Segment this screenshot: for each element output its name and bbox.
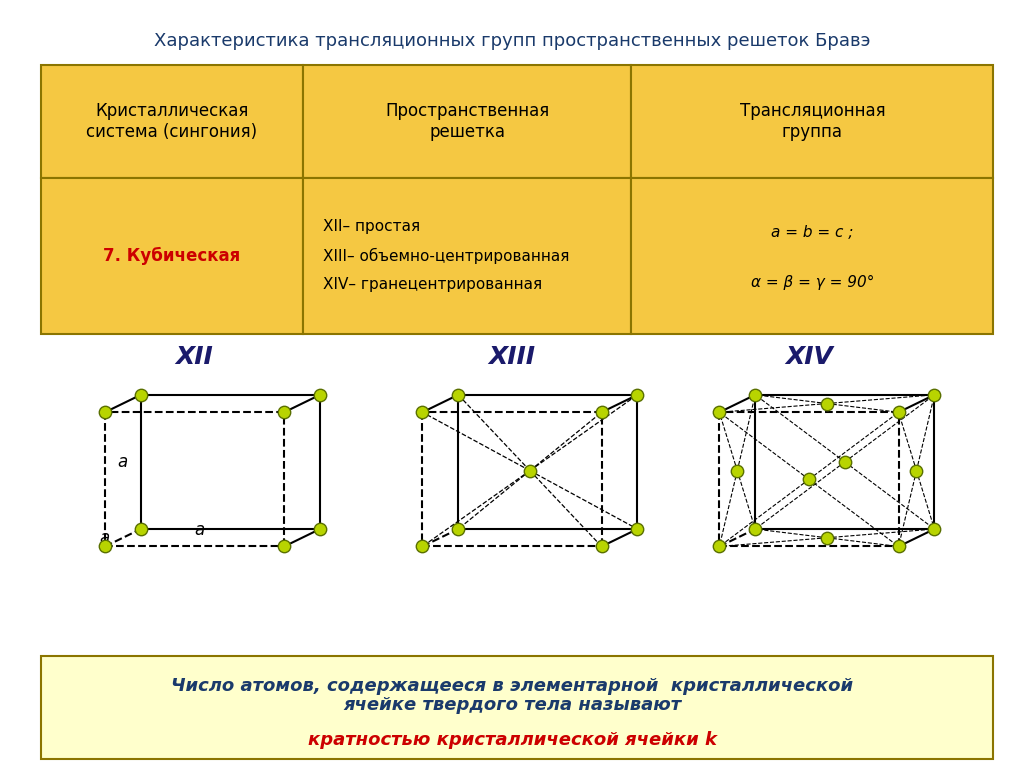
Point — [96, 540, 114, 552]
Point — [521, 465, 539, 477]
Text: XIV: XIV — [785, 344, 833, 369]
Point — [926, 389, 942, 401]
Point — [819, 397, 836, 410]
Text: ячейке твердого тела называют: ячейке твердого тела называют — [343, 696, 681, 714]
Bar — [632, 65, 993, 178]
Bar — [41, 656, 993, 759]
Text: 7. Кубическая: 7. Кубическая — [103, 247, 241, 265]
Point — [926, 523, 942, 535]
Text: Пространственная
решетка: Пространственная решетка — [385, 102, 549, 141]
Text: XII: XII — [176, 344, 213, 369]
Point — [311, 389, 328, 401]
Point — [593, 540, 609, 552]
Point — [450, 523, 466, 535]
Point — [275, 540, 293, 552]
Text: a: a — [195, 521, 205, 538]
Text: XIV– гранецентрированная: XIV– гранецентрированная — [324, 278, 543, 292]
Point — [890, 407, 907, 419]
Point — [748, 523, 764, 535]
Bar — [632, 178, 993, 334]
Text: Трансляционная
группа: Трансляционная группа — [739, 102, 885, 141]
Text: Число атомов, содержащееся в элементарной  кристаллической: Число атомов, содержащееся в элементарно… — [171, 677, 853, 695]
Point — [450, 389, 466, 401]
Point — [629, 523, 645, 535]
Text: a = b = c ;: a = b = c ; — [771, 225, 854, 240]
Bar — [303, 65, 632, 178]
Point — [133, 389, 150, 401]
Point — [890, 540, 907, 552]
Bar — [41, 65, 303, 178]
Point — [311, 523, 328, 535]
Text: a: a — [99, 528, 110, 547]
Point — [819, 532, 836, 544]
Point — [96, 407, 114, 419]
Point — [275, 407, 293, 419]
Point — [593, 407, 609, 419]
Point — [748, 389, 764, 401]
Point — [837, 456, 853, 468]
Point — [711, 540, 727, 552]
Bar — [41, 178, 303, 334]
Text: XIII– объемно-центрированная: XIII– объемно-центрированная — [324, 248, 569, 264]
Point — [629, 389, 645, 401]
Point — [414, 407, 430, 419]
Text: кратностью кристаллической ячейки k: кратностью кристаллической ячейки k — [307, 731, 717, 749]
Text: Характеристика трансляционных групп пространственных решеток Бравэ: Характеристика трансляционных групп прос… — [154, 32, 870, 50]
Text: α = β = γ = 90°: α = β = γ = 90° — [751, 275, 874, 290]
Point — [414, 540, 430, 552]
Point — [908, 465, 925, 477]
Text: Кристаллическая
система (сингония): Кристаллическая система (сингония) — [86, 102, 257, 141]
Bar — [303, 178, 632, 334]
Point — [729, 465, 745, 477]
Point — [801, 473, 817, 486]
Text: XIII: XIII — [488, 344, 536, 369]
Text: XII– простая: XII– простая — [324, 219, 421, 234]
Text: a: a — [117, 453, 128, 471]
Point — [711, 407, 727, 419]
Point — [133, 523, 150, 535]
